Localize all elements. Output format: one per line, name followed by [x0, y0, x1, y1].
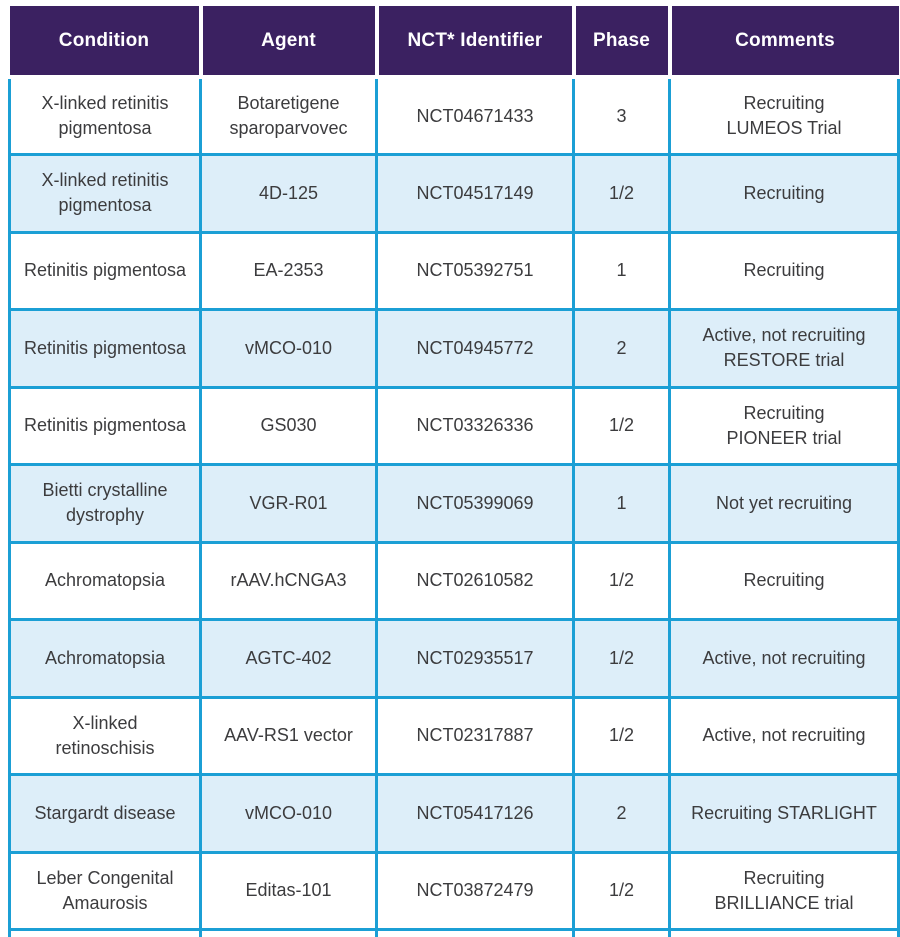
cell-condition: Retinitis pigmentosa — [8, 385, 202, 466]
cell-agent: Botaretigene sparoparvovec — [199, 75, 378, 156]
cell-condition: Retinitis pigmentosa — [8, 230, 202, 311]
column-header-nct-identifier: NCT* Identifier — [374, 6, 576, 79]
cell-agent: 4D-125 — [199, 153, 378, 234]
column-header-condition: Condition — [9, 6, 203, 79]
cell-nct-identifier: NCT05417126 — [375, 773, 575, 854]
cell-agent — [199, 928, 378, 937]
cell-nct-identifier: NCT02610582 — [375, 540, 575, 621]
cell-agent: vMCO-010 — [199, 773, 378, 854]
cell-phase: 1 — [572, 463, 671, 544]
cell-comments: Active, not recruiting — [668, 618, 900, 699]
cell-comments: Not yet recruiting — [668, 463, 900, 544]
cell-condition: Achromatopsia — [8, 618, 202, 699]
cell-condition: X-linked retinitis pigmentosa — [8, 153, 202, 234]
cell-agent: VGR-R01 — [199, 463, 378, 544]
table-row: X-linked retinoschisis AAV-RS1 vector NC… — [8, 695, 900, 776]
cell-nct-identifier: NCT02935517 — [375, 618, 575, 699]
table-row: Achromatopsia AGTC-402 NCT02935517 1/2 A… — [8, 618, 900, 699]
cell-nct-identifier: NCT03326336 — [375, 385, 575, 466]
cell-condition: Achromatopsia — [8, 540, 202, 621]
cell-nct-identifier: NCT04671433 — [375, 75, 575, 156]
cell-nct-identifier: NCT04517149 — [375, 153, 575, 234]
table-row: X-linked retinitis pigmentosa 4D-125 NCT… — [8, 153, 900, 234]
cell-comments: Recruiting PIONEER trial — [668, 385, 900, 466]
cell-phase: 1/2 — [572, 540, 671, 621]
clinical-trials-table-container: Condition Agent NCT* Identifier Phase Co… — [8, 6, 900, 937]
clinical-trials-table: Condition Agent NCT* Identifier Phase Co… — [8, 6, 900, 937]
cell-agent: AAV-RS1 vector — [199, 695, 378, 776]
cell-condition: Stargardt disease — [8, 773, 202, 854]
cell-phase — [572, 928, 671, 937]
cell-phase: 1/2 — [572, 385, 671, 466]
cell-condition: Bietti crystalline dystrophy — [8, 463, 202, 544]
cell-comments: Recruiting — [668, 153, 900, 234]
table-row: Bietti crystalline dystrophy VGR-R01 NCT… — [8, 463, 900, 544]
cell-phase: 2 — [572, 773, 671, 854]
table-row-partial-clipped — [8, 928, 900, 937]
cell-nct-identifier: NCT05399069 — [375, 463, 575, 544]
cell-phase: 1/2 — [572, 695, 671, 776]
cell-agent: rAAV.hCNGA3 — [199, 540, 378, 621]
table-header-row: Condition Agent NCT* Identifier Phase Co… — [9, 6, 899, 79]
cell-condition: Leber Congenital Amaurosis — [8, 850, 202, 931]
table-row: Stargardt disease vMCO-010 NCT05417126 2… — [8, 773, 900, 854]
column-header-comments: Comments — [667, 6, 899, 79]
table-row: Retinitis pigmentosa vMCO-010 NCT0494577… — [8, 308, 900, 389]
cell-agent: AGTC-402 — [199, 618, 378, 699]
table-row: Achromatopsia rAAV.hCNGA3 NCT02610582 1/… — [8, 540, 900, 621]
cell-nct-identifier: NCT02317887 — [375, 695, 575, 776]
column-header-agent: Agent — [198, 6, 379, 79]
cell-comments — [668, 928, 900, 937]
cell-phase: 2 — [572, 308, 671, 389]
cell-condition: Retinitis pigmentosa — [8, 308, 202, 389]
cell-nct-identifier: NCT05392751 — [375, 230, 575, 311]
cell-nct-identifier — [375, 928, 575, 937]
cell-agent: GS030 — [199, 385, 378, 466]
cell-comments: Active, not recruiting — [668, 695, 900, 776]
cell-agent: EA-2353 — [199, 230, 378, 311]
cell-phase: 1/2 — [572, 618, 671, 699]
cell-condition: X-linked retinoschisis — [8, 695, 202, 776]
cell-phase: 1 — [572, 230, 671, 311]
cell-comments: Recruiting — [668, 540, 900, 621]
table-row: Retinitis pigmentosa GS030 NCT03326336 1… — [8, 385, 900, 466]
cell-phase: 1/2 — [572, 153, 671, 234]
table-row: X-linked retinitis pigmentosa Botaretige… — [8, 75, 900, 156]
cell-agent: Editas-101 — [199, 850, 378, 931]
cell-phase: 1/2 — [572, 850, 671, 931]
cell-comments: Active, not recruiting RESTORE trial — [668, 308, 900, 389]
cell-condition: X-linked retinitis pigmentosa — [8, 75, 202, 156]
table-row: Leber Congenital Amaurosis Editas-101 NC… — [8, 850, 900, 931]
cell-agent: vMCO-010 — [199, 308, 378, 389]
cell-comments: Recruiting LUMEOS Trial — [668, 75, 900, 156]
cell-nct-identifier: NCT04945772 — [375, 308, 575, 389]
table-row: Retinitis pigmentosa EA-2353 NCT05392751… — [8, 230, 900, 311]
cell-nct-identifier: NCT03872479 — [375, 850, 575, 931]
cell-phase: 3 — [572, 75, 671, 156]
cell-comments: Recruiting BRILLIANCE trial — [668, 850, 900, 931]
cell-comments: Recruiting — [668, 230, 900, 311]
cell-condition — [8, 928, 202, 937]
column-header-phase: Phase — [571, 6, 672, 79]
cell-comments: Recruiting STARLIGHT — [668, 773, 900, 854]
